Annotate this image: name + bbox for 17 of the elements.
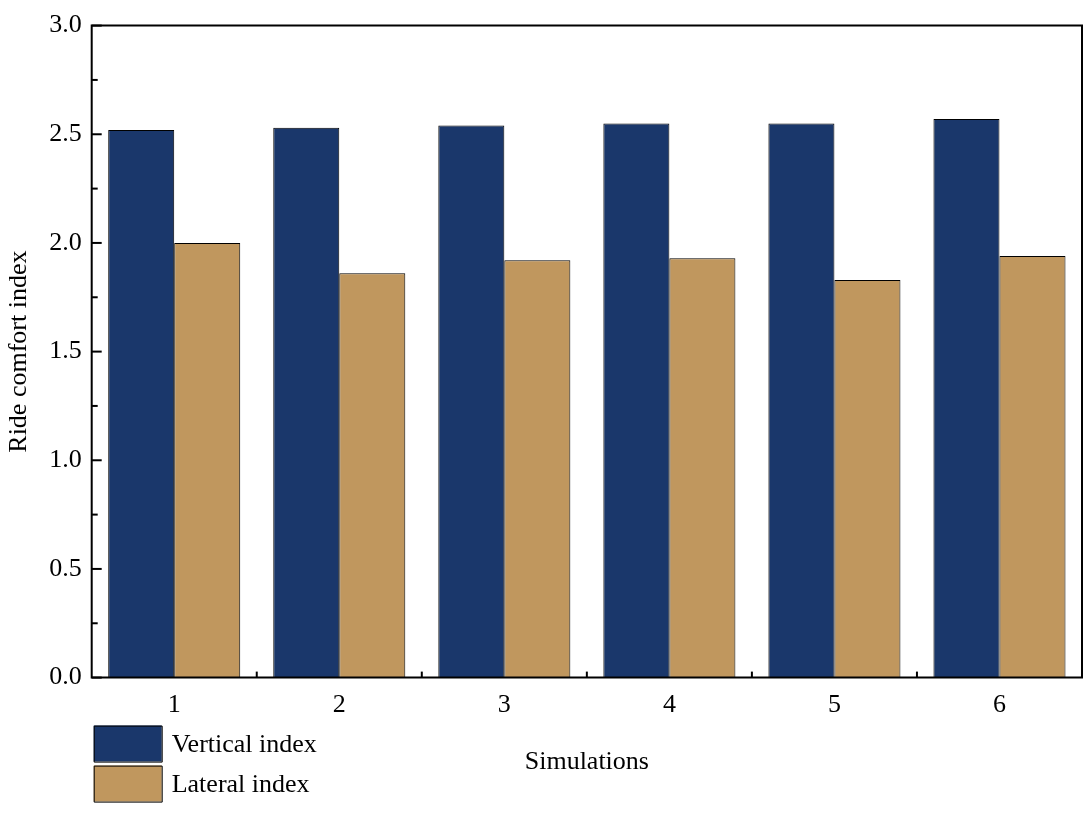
x-tick-label: 3 (497, 689, 511, 719)
y-tick-label: 1.0 (49, 444, 82, 474)
y-tick-label: 0.5 (49, 552, 82, 582)
legend-label: Lateral index (171, 769, 310, 799)
x-tick-label: 1 (167, 689, 181, 719)
y-tick-label: 1.5 (49, 335, 82, 365)
x-tick-label: 5 (827, 689, 841, 719)
x-tick-label: 4 (662, 689, 676, 719)
y-tick-label: 2.5 (49, 118, 82, 148)
y-axis-title: Ride comfort index (3, 250, 33, 453)
x-tick-label: 6 (992, 689, 1006, 719)
y-tick-label: 0.0 (49, 661, 82, 691)
x-axis-title: Simulations (524, 746, 649, 776)
legend-label: Vertical index (171, 729, 317, 759)
y-tick-label: 2.0 (49, 226, 82, 256)
y-tick-label: 3.0 (49, 9, 82, 39)
x-tick-label: 2 (332, 689, 346, 719)
